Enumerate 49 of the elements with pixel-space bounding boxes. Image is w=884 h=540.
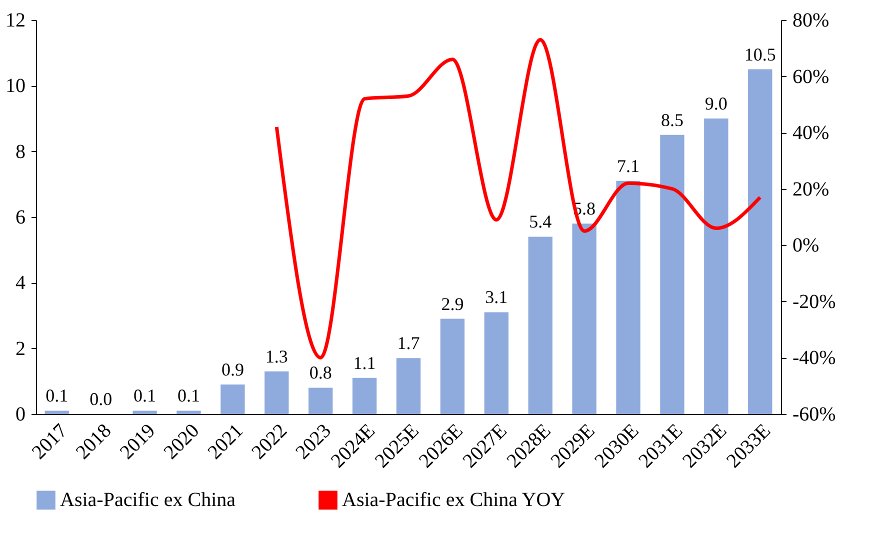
legend-label: Asia-Pacific ex China: [60, 489, 236, 512]
legend-label: Asia-Pacific ex China YOY: [342, 489, 566, 512]
data-label: 9.0: [704, 94, 728, 114]
y-tick-label: 10: [6, 75, 26, 98]
data-label: 0.8: [309, 362, 332, 383]
bar: [748, 69, 772, 414]
bar: [132, 410, 157, 414]
bar: [352, 378, 377, 414]
y-tick-label: 8: [16, 140, 26, 163]
data-label: 0.1: [46, 386, 68, 406]
data-label: 5.4: [529, 212, 552, 232]
y2-tick-label: -40%: [792, 347, 836, 370]
bar: [396, 358, 421, 414]
bar: [528, 236, 552, 414]
bar: [572, 224, 596, 414]
y-tick-label: 6: [16, 206, 26, 228]
data-label: 0.0: [90, 389, 112, 409]
y-tick-label: 0: [16, 404, 26, 426]
y-tick-label: 12: [6, 10, 26, 32]
y2-tick-label: 20%: [792, 178, 830, 200]
bar: [308, 388, 333, 414]
bar: [616, 180, 640, 414]
bar: [44, 410, 69, 414]
data-label: 0.1: [134, 386, 156, 406]
data-label: 10.5: [744, 44, 776, 64]
data-label: 0.1: [177, 386, 200, 406]
bar: [176, 410, 201, 414]
y2-tick-label: 60%: [792, 66, 830, 88]
y-tick-label: 4: [16, 272, 26, 294]
y2-tick-label: 40%: [792, 122, 830, 144]
y2-tick-label: 80%: [792, 10, 830, 32]
data-label: 0.9: [221, 359, 244, 380]
bar: [484, 312, 508, 414]
data-label: 3.1: [485, 287, 508, 308]
y2-tick-label: -20%: [792, 290, 836, 313]
y2-tick-label: -60%: [792, 404, 836, 426]
y-tick-label: 2: [16, 338, 26, 360]
bar: [264, 371, 289, 414]
bar: [704, 118, 728, 414]
bar: [220, 384, 245, 414]
y2-tick-label: 0%: [792, 234, 820, 257]
bar: [660, 134, 684, 414]
data-label: 7.1: [617, 156, 640, 176]
data-label: 2.9: [441, 294, 464, 314]
data-label: 1.7: [397, 333, 420, 354]
data-label: 1.1: [353, 352, 376, 373]
data-label: 8.5: [660, 110, 684, 130]
data-label: 1.3: [265, 346, 288, 366]
bar: [440, 318, 465, 414]
